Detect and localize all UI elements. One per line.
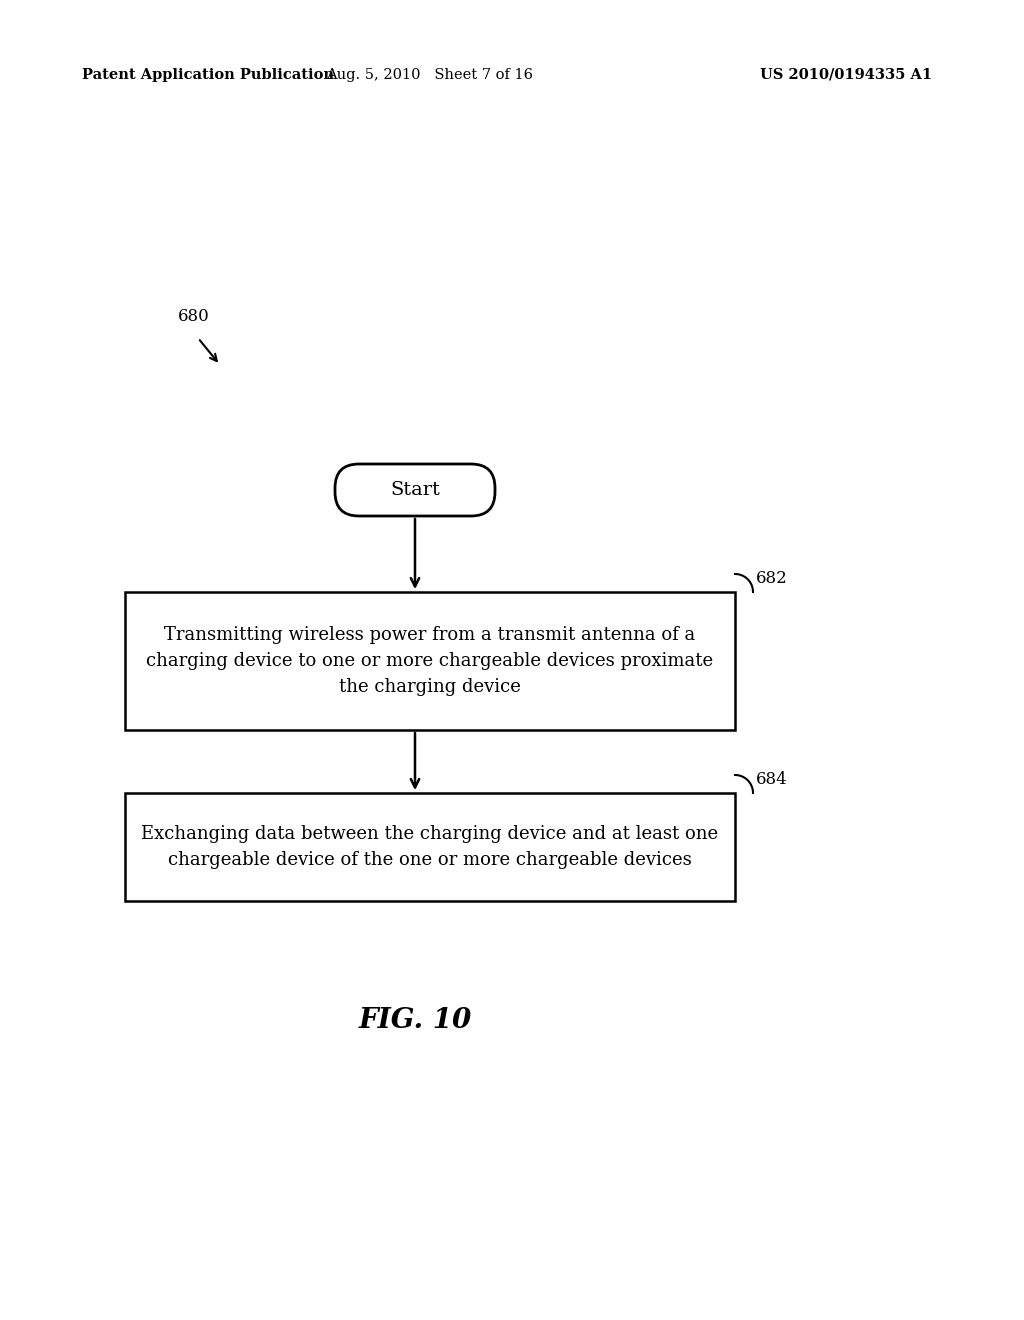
Text: 682: 682 [756,570,787,587]
Text: FIG. 10: FIG. 10 [358,1006,472,1034]
Text: 684: 684 [756,771,787,788]
Text: Start: Start [390,480,440,499]
FancyBboxPatch shape [335,465,495,516]
Bar [125,591,735,730]
Text: Patent Application Publication: Patent Application Publication [82,69,334,82]
Text: US 2010/0194335 A1: US 2010/0194335 A1 [760,69,932,82]
Text: 680: 680 [178,308,210,325]
Text: Exchanging data between the charging device and at least one
chargeable device o: Exchanging data between the charging dev… [141,825,719,869]
Text: Aug. 5, 2010   Sheet 7 of 16: Aug. 5, 2010 Sheet 7 of 16 [327,69,534,82]
Text: Transmitting wireless power from a transmit antenna of a
charging device to one : Transmitting wireless power from a trans… [146,626,714,697]
Bar [125,793,735,902]
